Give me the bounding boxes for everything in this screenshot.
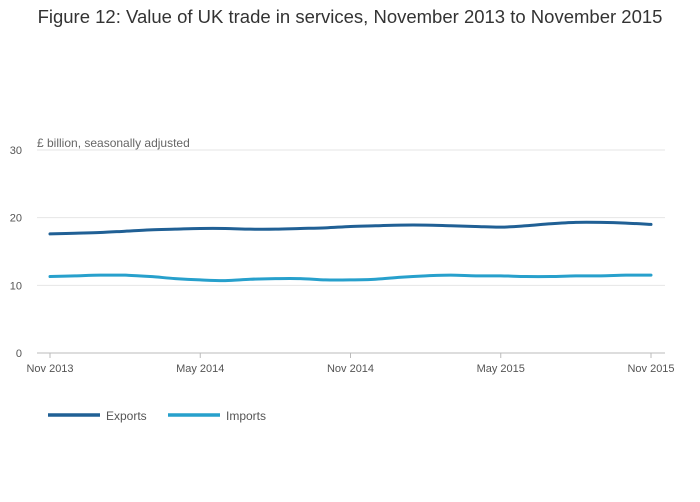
legend-item-imports[interactable]: Imports bbox=[168, 409, 266, 423]
series bbox=[46, 218, 655, 285]
exports-point[interactable] bbox=[597, 218, 605, 226]
imports-point[interactable] bbox=[171, 275, 179, 283]
legend-label: Imports bbox=[226, 409, 266, 423]
imports-point[interactable] bbox=[71, 272, 79, 280]
exports-point[interactable] bbox=[522, 222, 530, 230]
y-tick-label: 10 bbox=[10, 280, 22, 292]
exports-point[interactable] bbox=[96, 229, 104, 237]
exports-point[interactable] bbox=[547, 220, 555, 228]
imports-point[interactable] bbox=[96, 271, 104, 279]
exports-point[interactable] bbox=[347, 222, 355, 230]
imports-point[interactable] bbox=[146, 273, 154, 281]
y-axis-unit-label: £ billion, seasonally adjusted bbox=[37, 136, 190, 150]
x-tick-label: May 2015 bbox=[477, 363, 525, 375]
imports-point[interactable] bbox=[447, 271, 455, 279]
x-tick-label: Nov 2013 bbox=[26, 363, 73, 375]
legend-label: Exports bbox=[106, 409, 147, 423]
exports-point[interactable] bbox=[572, 218, 580, 226]
exports-point[interactable] bbox=[171, 225, 179, 233]
exports-point[interactable] bbox=[246, 225, 254, 233]
exports-point[interactable] bbox=[296, 224, 304, 232]
imports-point[interactable] bbox=[121, 271, 129, 279]
exports-point[interactable] bbox=[196, 224, 204, 232]
exports-line bbox=[48, 220, 653, 236]
imports-point[interactable] bbox=[572, 272, 580, 280]
legend[interactable]: Exports Imports bbox=[48, 409, 266, 423]
chart-title: Figure 12: Value of UK trade in services… bbox=[37, 6, 663, 27]
imports-point[interactable] bbox=[422, 272, 430, 280]
legend-item-exports[interactable]: Exports bbox=[48, 409, 147, 423]
imports-point[interactable] bbox=[196, 276, 204, 284]
imports-point[interactable] bbox=[497, 272, 505, 280]
x-tick-label: May 2014 bbox=[176, 363, 224, 375]
imports-point[interactable] bbox=[472, 272, 480, 280]
imports-point[interactable] bbox=[296, 275, 304, 283]
y-tick-label: 20 bbox=[10, 213, 22, 225]
imports-line bbox=[48, 273, 653, 283]
exports-point[interactable] bbox=[372, 222, 380, 230]
imports-point[interactable] bbox=[597, 272, 605, 280]
exports-point[interactable] bbox=[121, 227, 129, 235]
exports-point[interactable] bbox=[221, 224, 229, 232]
imports-point[interactable] bbox=[547, 273, 555, 281]
imports-point[interactable] bbox=[271, 275, 279, 283]
exports-point[interactable] bbox=[321, 224, 329, 232]
y-tick-label: 30 bbox=[10, 145, 22, 157]
axes: 0 10 20 30 Nov 2013 May 2014 Nov 2014 May 2015 N… bbox=[10, 145, 675, 375]
x-tick-label: Nov 2015 bbox=[627, 363, 674, 375]
exports-point[interactable] bbox=[497, 223, 505, 231]
imports-point[interactable] bbox=[397, 273, 405, 281]
imports-point[interactable] bbox=[522, 273, 530, 281]
imports-point[interactable] bbox=[221, 277, 229, 285]
imports-point[interactable] bbox=[647, 271, 655, 279]
imports-point[interactable] bbox=[246, 275, 254, 283]
exports-point[interactable] bbox=[271, 225, 279, 233]
imports-point[interactable] bbox=[347, 276, 355, 284]
exports-point[interactable] bbox=[647, 220, 655, 228]
y-tick-label: 0 bbox=[16, 348, 22, 360]
imports-point[interactable] bbox=[372, 275, 380, 283]
exports-point[interactable] bbox=[146, 226, 154, 234]
x-tick-label: Nov 2014 bbox=[327, 363, 374, 375]
exports-point[interactable] bbox=[472, 222, 480, 230]
imports-point[interactable] bbox=[46, 273, 54, 281]
exports-point[interactable] bbox=[447, 222, 455, 230]
exports-point[interactable] bbox=[422, 221, 430, 229]
exports-point[interactable] bbox=[46, 230, 54, 238]
exports-point[interactable] bbox=[622, 219, 630, 227]
exports-point[interactable] bbox=[71, 229, 79, 237]
imports-point[interactable] bbox=[622, 271, 630, 279]
gridlines bbox=[37, 149, 665, 286]
imports-point[interactable] bbox=[321, 276, 329, 284]
exports-point[interactable] bbox=[397, 221, 405, 229]
